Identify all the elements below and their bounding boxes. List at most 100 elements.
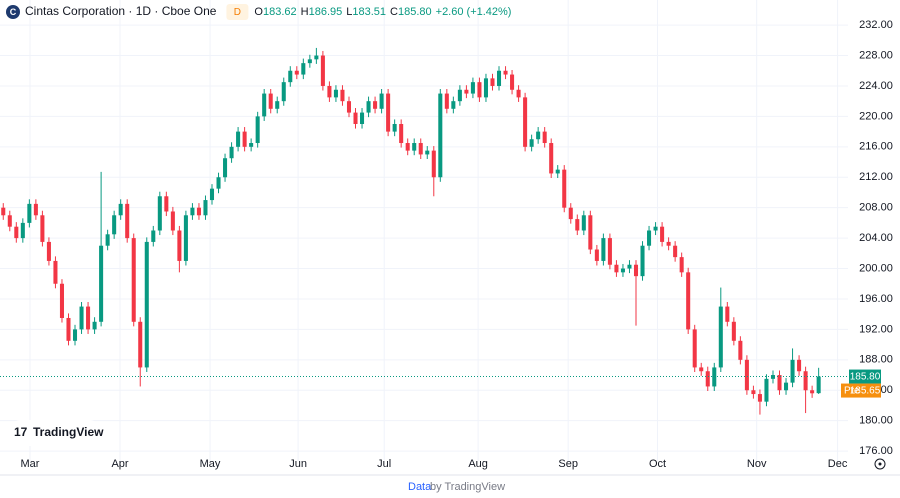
candle-body: [725, 306, 730, 322]
candle-body: [803, 371, 808, 391]
candle-body: [418, 143, 423, 155]
y-tick-label: 208.00: [859, 202, 893, 214]
candle-body: [647, 230, 652, 246]
candle-body: [196, 207, 201, 216]
candle-body: [464, 89, 469, 94]
settings-icon-dot: [878, 462, 882, 466]
ohlc-key: C: [390, 6, 398, 18]
premarket-tag: Pre: [844, 386, 860, 397]
candle-body: [59, 283, 64, 318]
candle-body: [542, 131, 547, 144]
chart-title: Cintas Corporation · 1D · Cboe One: [25, 4, 217, 18]
candle-body: [503, 70, 508, 75]
y-tick-label: 196.00: [859, 293, 893, 305]
candles: [1, 47, 821, 415]
x-tick-label: Oct: [649, 458, 666, 470]
candle-body: [594, 249, 599, 261]
candle-body: [568, 207, 573, 220]
settings-icon[interactable]: [874, 458, 886, 470]
x-tick-label: Jul: [377, 458, 391, 470]
candle-body: [346, 101, 352, 113]
candle-body: [242, 131, 247, 147]
candle-body: [607, 238, 612, 265]
candle-body: [686, 272, 691, 330]
candle-body: [444, 93, 449, 109]
candle-body: [268, 93, 273, 109]
candle-body: [601, 238, 606, 261]
watermark-icon: 17: [14, 425, 28, 439]
premarket-box: [841, 383, 881, 398]
candle-body: [673, 245, 678, 258]
candle-body: [366, 101, 371, 113]
candle-body: [209, 188, 215, 201]
candle-body: [360, 112, 365, 124]
candle-body: [477, 82, 482, 98]
candle-body: [86, 306, 91, 330]
candle-body: [483, 78, 488, 98]
candle-body: [699, 367, 704, 372]
candle-body: [125, 203, 130, 239]
candle-body: [27, 203, 32, 223]
ohlc-value: 183.62: [263, 6, 297, 18]
candle-body: [797, 359, 802, 372]
interval-badge-bg: [226, 4, 249, 20]
candle-body: [633, 264, 639, 277]
x-tick-label: May: [200, 458, 221, 470]
premarket-label: 185.65: [850, 386, 881, 397]
candle-body: [333, 89, 338, 98]
footer-link[interactable]: Data: [408, 481, 432, 493]
candle-body: [327, 85, 332, 98]
candle-body: [255, 116, 260, 144]
candle-body: [177, 230, 182, 261]
candle-body: [555, 169, 560, 174]
candle-body: [516, 89, 521, 98]
change: +2.60 (+1.42%): [436, 6, 512, 18]
y-tick-label: 228.00: [859, 49, 893, 61]
candle-body: [784, 382, 789, 391]
footer-text: by TradingView: [430, 481, 505, 493]
candle-body: [581, 215, 586, 231]
candle-body: [92, 321, 97, 330]
last-price-box: [849, 369, 881, 384]
candle-body: [777, 375, 782, 391]
candle-body: [229, 146, 234, 159]
candle-body: [451, 101, 456, 109]
candle-body: [72, 329, 78, 341]
candle-body: [262, 93, 267, 117]
logo: [6, 5, 20, 19]
x-tick-label: Sep: [558, 458, 578, 470]
candle-body: [307, 59, 312, 64]
candle-body: [144, 241, 149, 368]
y-tick-label: 216.00: [859, 141, 893, 153]
y-tick-label: 224.00: [859, 80, 893, 92]
candle-body: [223, 158, 228, 178]
candle-body: [470, 82, 475, 94]
candle-body: [510, 74, 515, 90]
candle-body: [40, 215, 45, 242]
candle-body: [536, 131, 541, 140]
candle-body: [14, 226, 19, 239]
candle-body: [1, 207, 6, 216]
candle-body: [105, 234, 110, 246]
y-tick-label: 220.00: [859, 110, 893, 122]
candle-body: [249, 143, 254, 147]
logo-letter: C: [10, 7, 17, 17]
candle-body: [770, 375, 776, 379]
candle-body: [46, 241, 51, 261]
candle-body: [392, 123, 397, 132]
ohlc-value: 185.80: [398, 6, 432, 18]
y-tick-label: 232.00: [859, 19, 893, 31]
candle-body: [751, 390, 756, 395]
candle-body: [660, 226, 665, 242]
candle-body: [562, 169, 567, 208]
candle-body: [66, 317, 71, 341]
y-tick-label: 204.00: [859, 232, 893, 244]
candle-body: [575, 219, 580, 231]
candle-body: [151, 230, 156, 242]
candle-body: [614, 264, 619, 273]
x-tick-label: Nov: [747, 458, 767, 470]
candle-body: [718, 306, 723, 368]
y-tick-label: 200.00: [859, 262, 893, 274]
